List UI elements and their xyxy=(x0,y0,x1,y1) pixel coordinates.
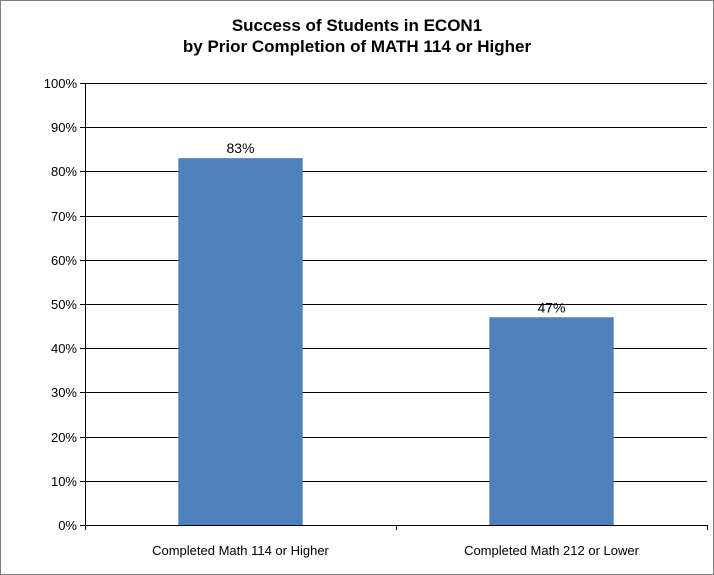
chart-title: Success of Students in ECON1 xyxy=(232,16,482,35)
y-tick-label-60: 60% xyxy=(51,253,77,268)
y-tick-label-80: 80% xyxy=(51,164,77,179)
x-category-label-2: Completed Math 212 or Lower xyxy=(464,543,640,558)
labels: 0% 10% 20% 30% 40% 50% 60% 70% 80% 90% 100% 83% Comp… xyxy=(44,76,640,558)
bars xyxy=(178,158,614,525)
bar-1 xyxy=(178,158,303,525)
y-tick-label-30: 30% xyxy=(51,385,77,400)
y-tick-label-70: 70% xyxy=(51,209,77,224)
y-tick-label-10: 10% xyxy=(51,474,77,489)
y-tick-label-0: 0% xyxy=(58,518,77,533)
chart-subtitle: by Prior Completion of MATH 114 or Highe… xyxy=(183,37,532,56)
y-tick-label-40: 40% xyxy=(51,341,77,356)
y-tick-label-100: 100% xyxy=(44,76,78,91)
y-tick-label-20: 20% xyxy=(51,430,77,445)
y-tick-label-90: 90% xyxy=(51,120,77,135)
y-tick-label-50: 50% xyxy=(51,297,77,312)
axes xyxy=(80,83,708,530)
bar-2 xyxy=(489,317,614,525)
data-label-1: 83% xyxy=(226,140,254,156)
data-label-2: 47% xyxy=(537,299,565,315)
x-category-label-1: Completed Math 114 or Higher xyxy=(152,543,329,558)
